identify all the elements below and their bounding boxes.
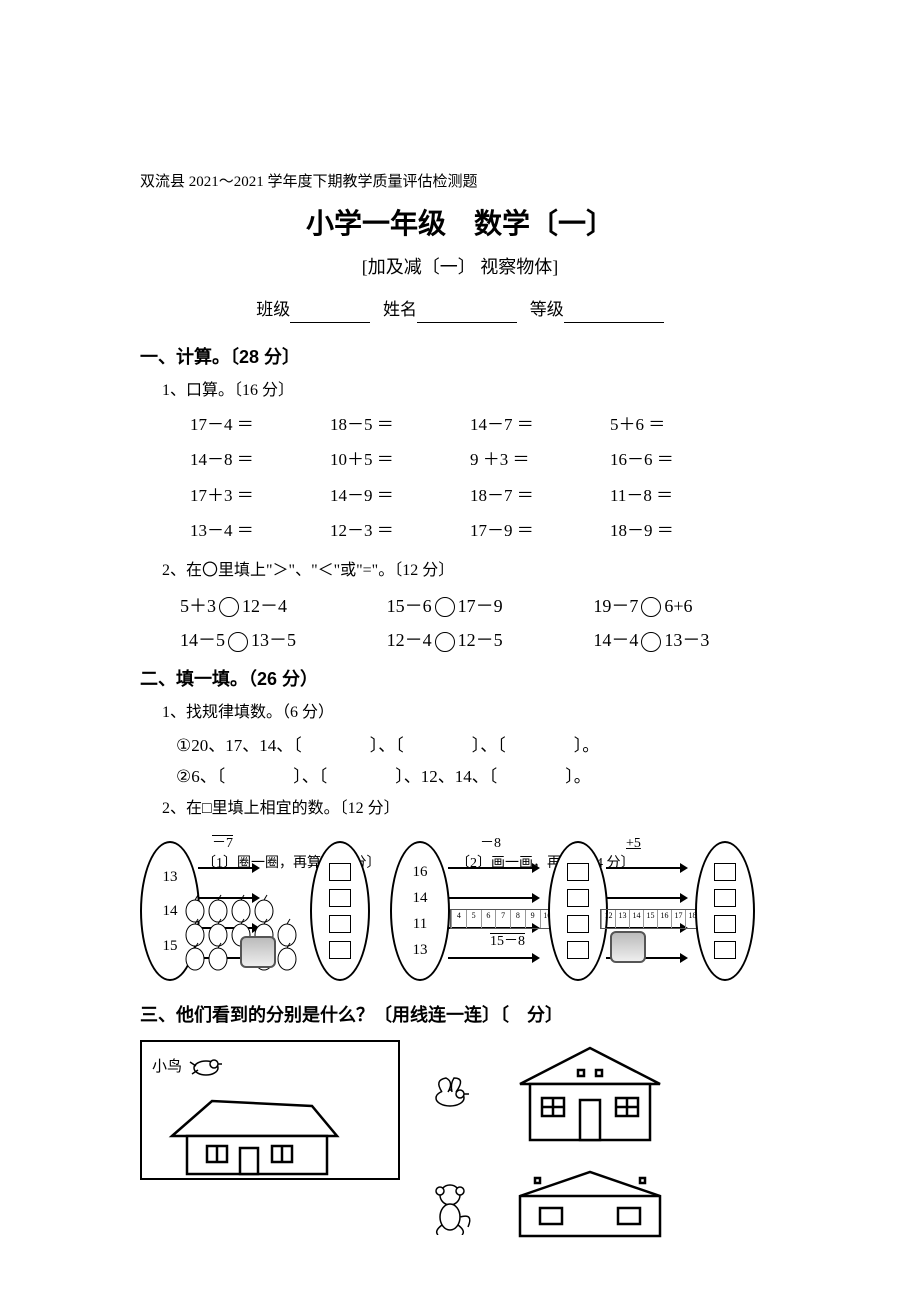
bird-label: 小鸟 — [152, 1055, 182, 1079]
section1-head: 一、计算。〔28 分〕 — [140, 343, 780, 372]
answer-box — [714, 889, 736, 907]
num: 15 — [163, 934, 178, 958]
arrow — [448, 957, 538, 959]
calc-item: 14－8 ＝ — [190, 446, 320, 473]
oval-right-out-boxes — [695, 841, 755, 981]
calc-item: 12－3 ＝ — [330, 517, 460, 544]
compare-item: 14－513－5 — [180, 626, 367, 655]
house-front — [510, 1040, 670, 1150]
answer-box — [714, 941, 736, 959]
flying-bird-icon — [420, 1070, 480, 1120]
answer-box — [714, 863, 736, 881]
section2-head: 二、填一填。（26 分） — [140, 665, 780, 694]
scene-box: 小鸟 — [140, 1040, 400, 1180]
tv-left — [240, 936, 276, 968]
subtitle: [加及减〔一〕 视察物体] — [140, 253, 780, 282]
tv-right — [610, 931, 646, 963]
name-label: 姓名 — [383, 300, 417, 319]
num: 11 — [413, 912, 427, 936]
calc-item: 13－4 ＝ — [190, 517, 320, 544]
answer-box — [567, 889, 589, 907]
s2p2-label: 2、在□里填上相宜的数。〔12 分〕 — [162, 796, 780, 822]
compare-circle — [641, 632, 661, 652]
info-line: 班级 姓名 等级 — [140, 296, 780, 323]
house-oblique — [152, 1086, 352, 1176]
compare-item: 5＋312－4 — [180, 592, 367, 621]
compare-circle — [228, 632, 248, 652]
calc-item: 11－8 ＝ — [610, 482, 740, 509]
option-row-2 — [420, 1166, 780, 1246]
option-row-1 — [420, 1040, 780, 1150]
monkey-icon — [420, 1177, 480, 1235]
num: 16 — [413, 860, 428, 884]
answer-box — [714, 915, 736, 933]
num: 13 — [413, 938, 428, 962]
arrow — [606, 897, 686, 899]
num: 14 — [163, 899, 178, 923]
ruler-right: 12131415161718 — [600, 909, 700, 929]
compare-circle — [641, 597, 661, 617]
answer-box — [329, 889, 351, 907]
arrow — [606, 867, 686, 869]
calc-item: 18－7 ＝ — [470, 482, 600, 509]
fill-line-1: ①20、17、14、〔 〕、〔 〕、〔 〕。 — [176, 732, 780, 759]
title: 小学一年级 数学〔一〕 — [140, 202, 780, 247]
answer-box — [329, 941, 351, 959]
calc-item: 17－9 ＝ — [470, 517, 600, 544]
calc-item: 18－9 ＝ — [610, 517, 740, 544]
answer-box — [567, 915, 589, 933]
s2p1-label: 1、找规律填数。（6 分） — [162, 700, 780, 726]
oval-mid-out-boxes — [548, 841, 608, 981]
arrow — [198, 867, 258, 869]
oval-left-out-boxes — [310, 841, 370, 981]
right-column — [420, 1040, 780, 1246]
compare-item: 14－413－3 — [593, 626, 780, 655]
answer-box — [329, 915, 351, 933]
calc-item: 14－9 ＝ — [330, 482, 460, 509]
s1p1-label: 1、口算。〔16 分〕 — [162, 378, 780, 404]
oval-mid-in-nums: 16 14 11 13 — [390, 841, 450, 981]
num: 13 — [163, 865, 178, 889]
compare-item: 12－412－5 — [387, 626, 574, 655]
bird-row: 小鸟 — [152, 1052, 388, 1082]
calc-item: 16－6 ＝ — [610, 446, 740, 473]
bird-icon — [186, 1052, 226, 1082]
grade-label: 等级 — [530, 300, 564, 319]
calc-grid: 17－4 ＝ 18－5 ＝ 14－7 ＝ 5＋6 ＝ 14－8 ＝ 10＋5 ＝ 9 ＋3 … — [190, 411, 740, 544]
bottom-expr: 15－8 — [490, 931, 525, 953]
fill-line-2: ②6、〔 〕、〔 〕、12、14、〔 〕。 — [176, 763, 780, 790]
answer-box — [567, 941, 589, 959]
machine-diagram: 13 14 15 －7 〔1〕圈一圈，再算。〔4 分〕 — [140, 831, 780, 991]
answer-box — [567, 863, 589, 881]
name-blank — [417, 302, 517, 322]
answer-box — [329, 863, 351, 881]
s1p2-label: 2、在〇里填上"＞"、"＜"或"="。〔12 分〕 — [162, 558, 780, 584]
class-blank — [290, 302, 370, 322]
grade-blank — [564, 302, 664, 322]
calc-item: 17＋3 ＝ — [190, 482, 320, 509]
class-label: 班级 — [256, 300, 290, 319]
compare-item: 19－76+6 — [593, 592, 780, 621]
compare-item: 15－617－9 — [387, 592, 574, 621]
num: 14 — [413, 886, 428, 910]
section3-head: 三、他们看到的分别是什么？〔用线连一连〕〔 分〕 — [140, 1001, 780, 1030]
calc-item: 5＋6 ＝ — [610, 411, 740, 438]
compare-circle — [435, 597, 455, 617]
section3-content: 小鸟 — [140, 1040, 780, 1246]
compare-circle — [435, 632, 455, 652]
calc-item: 17－4 ＝ — [190, 411, 320, 438]
compare-circle — [219, 597, 239, 617]
doc-header: 双流县 2021～2021 学年度下期教学质量评估检测题 — [140, 170, 780, 194]
house-top — [510, 1166, 670, 1246]
calc-item: 14－7 ＝ — [470, 411, 600, 438]
arrow — [448, 897, 538, 899]
calc-item: 10＋5 ＝ — [330, 446, 460, 473]
arrow — [448, 867, 538, 869]
calc-item: 18－5 ＝ — [330, 411, 460, 438]
compare-grid: 5＋312－4 15－617－9 19－76+6 14－513－5 12－412－5 14… — [180, 592, 780, 656]
calc-item: 9 ＋3 ＝ — [470, 446, 600, 473]
